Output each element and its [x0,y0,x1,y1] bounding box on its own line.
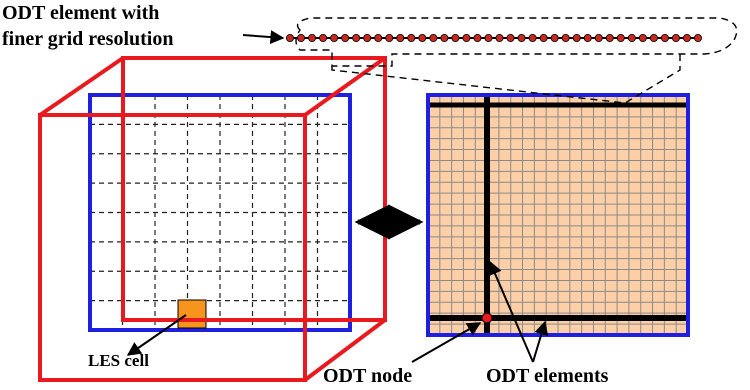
bead-marker [506,34,515,43]
bead-marker [319,34,328,43]
les-cell-label: LES cell [88,351,149,370]
finer-element-pointer-arrow [242,30,285,45]
odt-node-label: ODT node [323,365,413,387]
cube-edges [38,56,387,382]
odt-elements-pointer-arrow-2 [532,320,549,363]
bead-marker [418,34,427,43]
bead-marker [583,34,592,43]
callout-outline [295,17,738,67]
bead-marker [605,34,614,43]
odt-node-dot [481,312,493,324]
bead-marker [451,34,460,43]
les-cell-pointer-arrow [126,314,187,356]
bead-marker [550,34,559,43]
fine-odt-element [242,17,738,104]
bead-marker [638,34,647,43]
bead-marker [308,34,317,43]
bead-marker [627,34,636,43]
bead-marker [407,34,416,43]
les-cube [38,56,387,382]
bead-marker [517,34,526,43]
bead-marker [285,34,294,43]
bead-marker [473,34,482,43]
callout-pointer [331,54,681,104]
bead-marker [341,34,350,43]
bead-marker [572,34,581,43]
odt-elements-label: ODT elements [486,365,609,387]
odt-node-pointer-arrow [411,322,482,363]
bead-marker [694,34,703,43]
bead-marker [297,34,306,43]
bead-marker [671,34,680,43]
odt-elements-pointer-arrow-1 [488,260,534,363]
bead-marker [649,34,658,43]
cube-face-border [88,93,352,332]
bead-marker [462,34,471,43]
bead-marker [385,34,394,43]
bead-marker [440,34,449,43]
cube-face-grid [90,95,350,330]
odt-panel [411,93,690,363]
bead-marker [616,34,625,43]
bead-marker [429,34,438,43]
bead-marker [660,34,669,43]
finer-element-label-line2: finer grid resolution [2,28,174,50]
bead-marker [352,34,361,43]
bead-marker [396,34,405,43]
bead-marker [528,34,537,43]
bead-marker [539,34,548,43]
bead-marker [495,34,504,43]
bead-marker [363,34,372,43]
finer-element-label-line1: ODT element with [2,2,160,24]
bead-marker [682,34,691,43]
bead-marker [330,34,339,43]
bead-marker [594,34,603,43]
les-cell [177,299,207,329]
bead-marker [484,34,493,43]
bead-markers [285,34,703,43]
bead-marker [561,34,570,43]
bead-marker [374,34,383,43]
